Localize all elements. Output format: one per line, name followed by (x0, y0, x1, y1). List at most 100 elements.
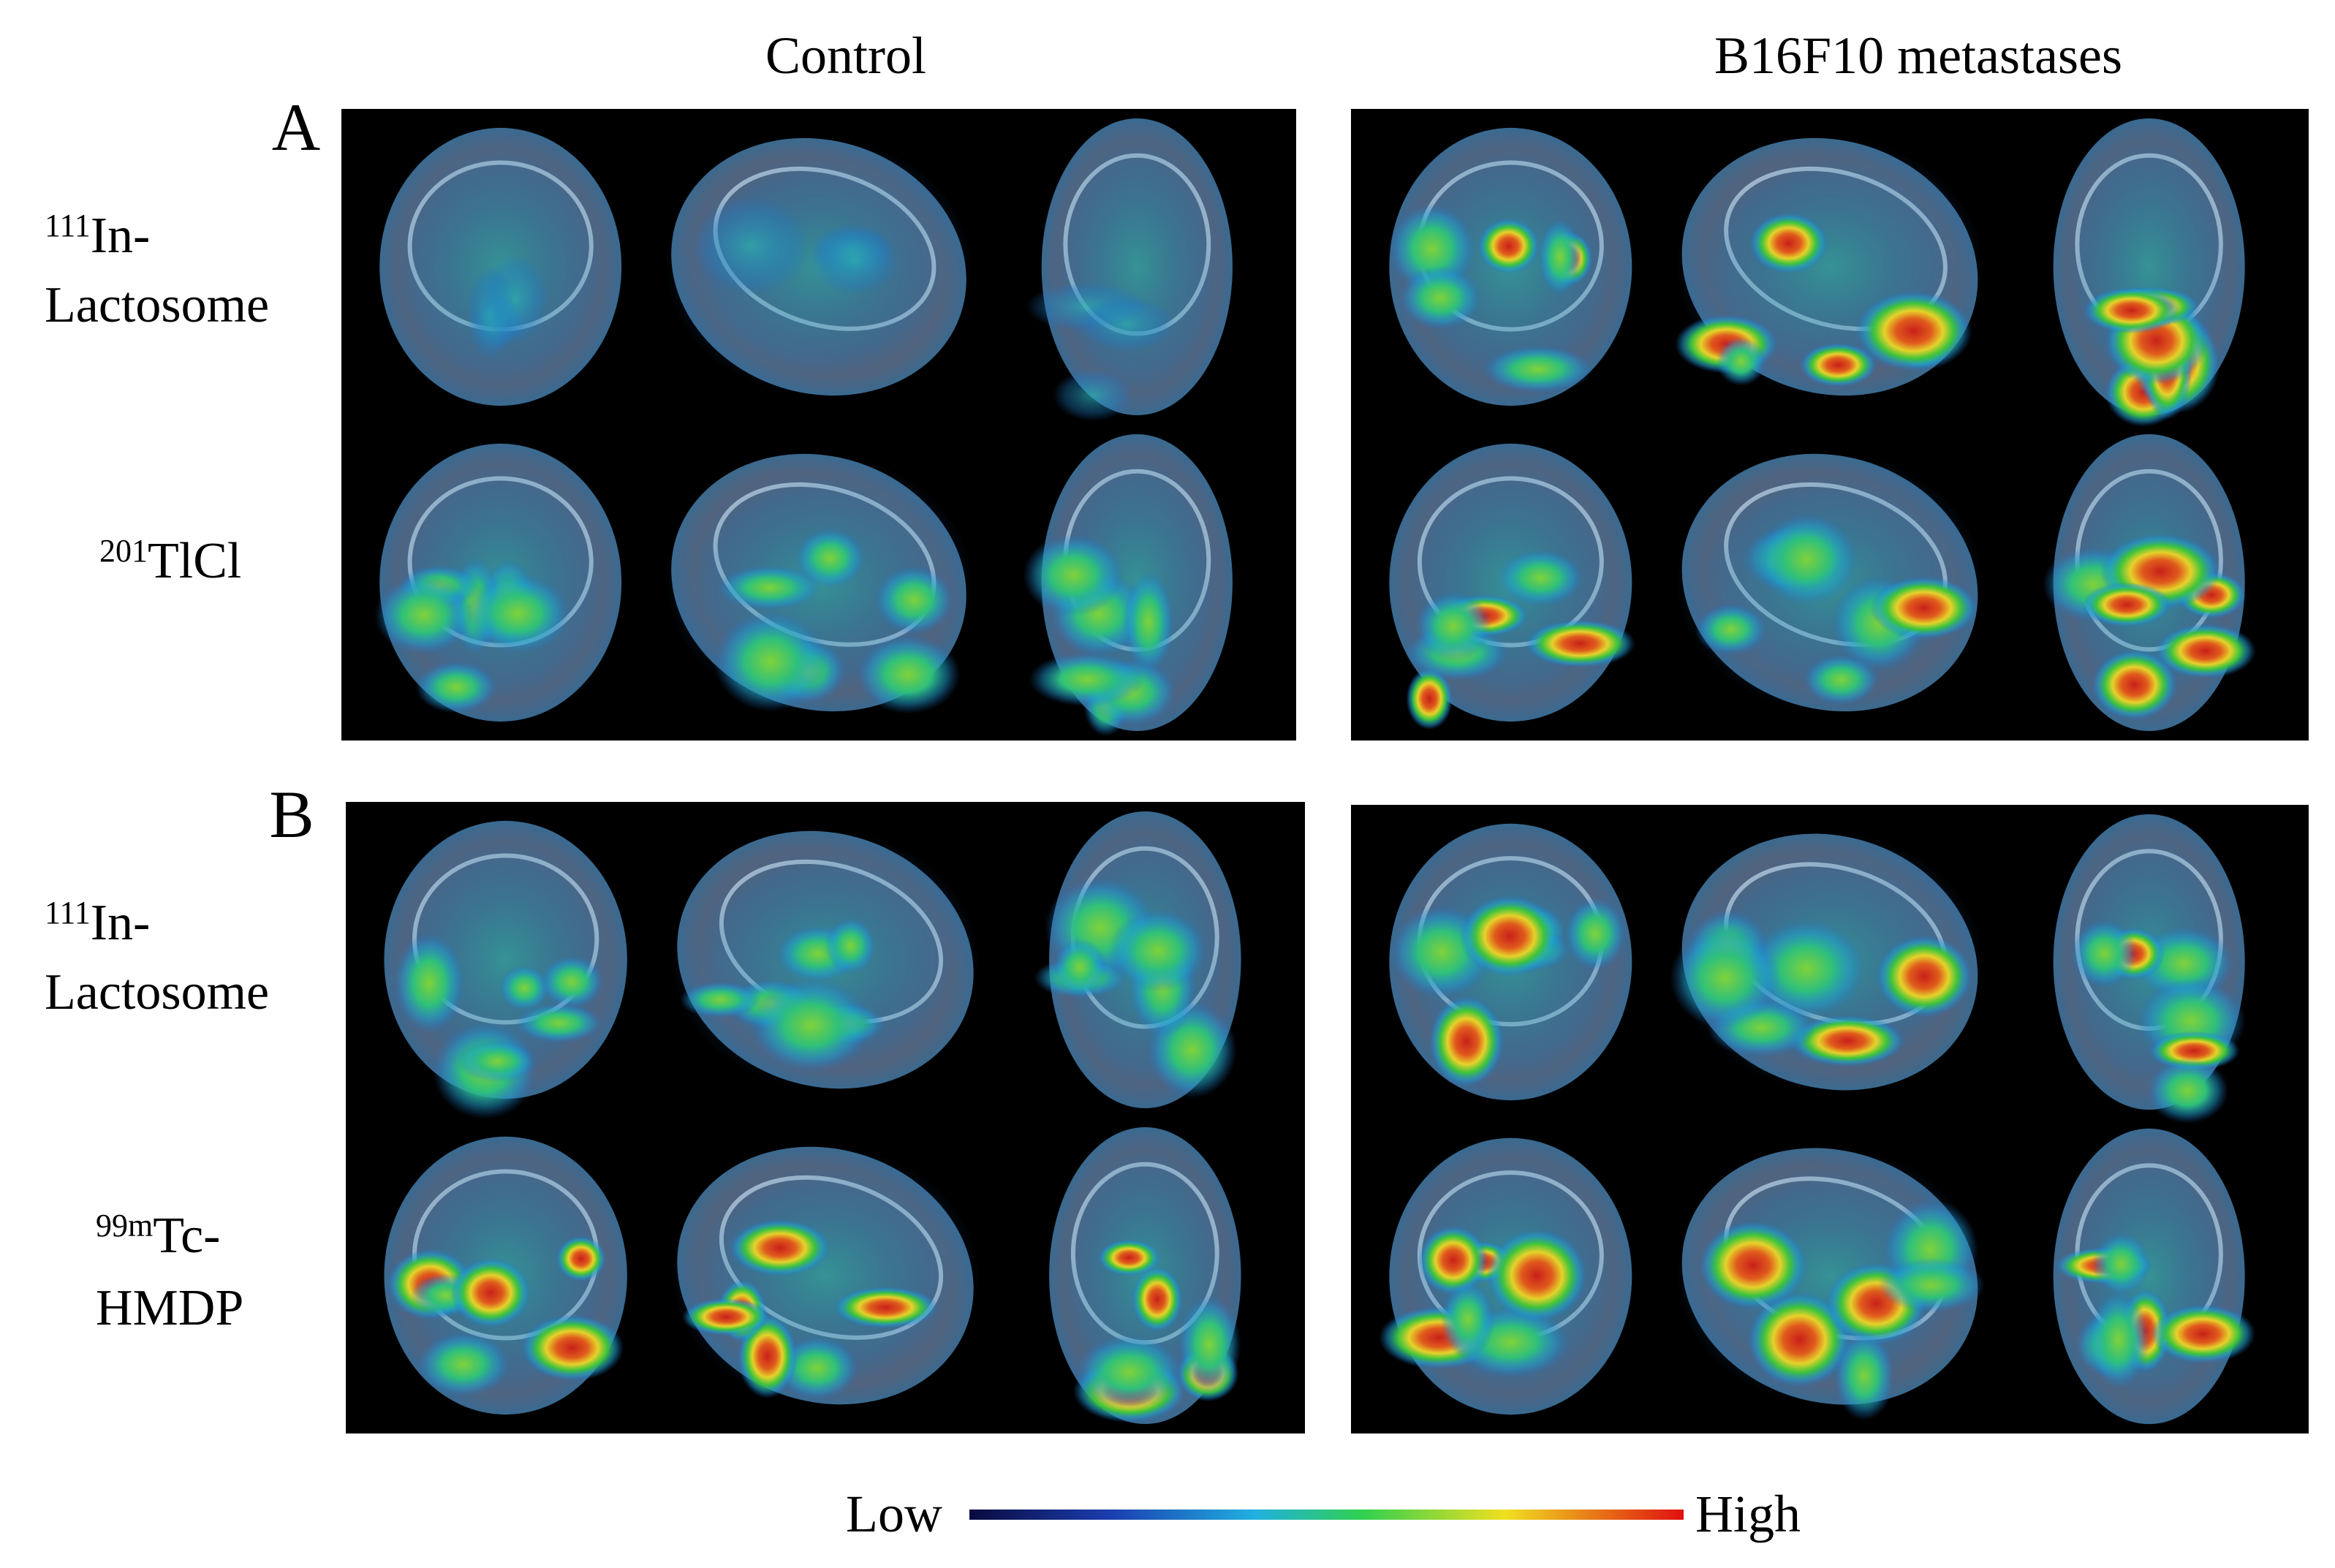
uptake (1029, 652, 1146, 707)
uptake (856, 635, 961, 714)
uptake (1695, 603, 1767, 656)
uptake (1869, 576, 1978, 640)
colorbar (969, 1510, 1684, 1520)
superscript: 99m (96, 1208, 153, 1243)
uptake (810, 227, 900, 295)
uptake (874, 565, 954, 635)
uptake (1716, 337, 1766, 386)
uptake (393, 932, 466, 1034)
uptake (374, 575, 474, 655)
row-label: HMDP (96, 1280, 243, 1336)
column-title: B16F10 metastases (1714, 26, 2122, 85)
uptake (2083, 287, 2180, 334)
row-label: 111In- (45, 208, 150, 264)
superscript: 111 (45, 208, 91, 243)
uptake (2081, 582, 2172, 627)
uptake (1855, 290, 1972, 372)
uptake (2071, 919, 2138, 988)
uptake (714, 611, 828, 712)
uptake (1131, 1266, 1183, 1333)
image-panels (341, 109, 2309, 1433)
uptake (1749, 212, 1828, 274)
uptake (679, 981, 761, 1018)
uptake (691, 195, 811, 297)
uptake (1877, 1257, 1986, 1313)
uptake (457, 1039, 537, 1083)
superscript: 111 (45, 895, 91, 931)
uptake (2146, 1058, 2229, 1124)
uptake (1524, 619, 1635, 668)
uptake (1459, 895, 1560, 977)
uptake (520, 1314, 624, 1382)
uptake (2154, 624, 2256, 679)
uptake (795, 528, 866, 588)
tracer: In- (91, 895, 151, 951)
uptake (1746, 1291, 1852, 1388)
panel-label: A (272, 90, 320, 164)
row-label: 201TlCl (99, 533, 241, 589)
superscript: 201 (99, 533, 148, 569)
uptake (1482, 345, 1594, 393)
uptake (415, 661, 498, 713)
uptake (499, 965, 550, 1011)
row-label: 111In- (45, 895, 150, 951)
uptake (1477, 218, 1540, 274)
uptake (1415, 591, 1492, 662)
panel-label: B (269, 777, 314, 852)
uptake (1875, 934, 1973, 1018)
uptake (1123, 571, 1174, 673)
uptake (2150, 1303, 2256, 1364)
uptake (728, 1219, 831, 1277)
uptake (1670, 927, 1781, 1029)
row-label: Lactosome (45, 277, 269, 333)
uptake (1075, 1335, 1184, 1409)
uptake (1077, 296, 1176, 352)
uptake (1440, 1280, 1495, 1359)
tracer: Tc- (153, 1208, 220, 1264)
uptake (682, 1298, 771, 1336)
uptake (1537, 218, 1582, 296)
uptake (556, 1235, 607, 1282)
uptake (540, 955, 604, 1009)
uptake (1406, 667, 1453, 730)
uptake (1023, 534, 1124, 617)
uptake (833, 1286, 939, 1329)
uptake (515, 1003, 603, 1043)
column-title: Control (765, 26, 926, 85)
uptake (1428, 995, 1505, 1088)
uptake (1789, 1015, 1905, 1067)
tracer: TlCl (148, 533, 241, 589)
uptake (416, 1332, 510, 1397)
uptake (1108, 909, 1208, 993)
uptake (1053, 938, 1107, 996)
uptake (825, 917, 877, 974)
uptake (1399, 265, 1482, 330)
uptake (717, 565, 822, 610)
uptake (1564, 896, 1627, 971)
colorbar-low: Low (846, 1485, 942, 1543)
uptake (1833, 1331, 1895, 1421)
uptake (1698, 1220, 1808, 1310)
uptake (2087, 1290, 2150, 1390)
uptake (1177, 1295, 1241, 1395)
uptake (1755, 512, 1858, 606)
uptake (450, 1257, 531, 1328)
uptake (1497, 549, 1584, 607)
row-label: Lactosome (45, 964, 269, 1020)
tracer: In- (91, 208, 151, 264)
uptake (1486, 1228, 1588, 1323)
uptake-halo (1040, 115, 1235, 419)
colorbar-high: High (1695, 1485, 1801, 1543)
row-label: 99mTc- (96, 1208, 221, 1264)
uptake (750, 978, 872, 1072)
uptake (1097, 1239, 1161, 1276)
uptake (1799, 342, 1877, 387)
uptake (482, 254, 550, 344)
uptake (1418, 1225, 1488, 1296)
uptake (465, 573, 571, 654)
uptake (2092, 1232, 2151, 1295)
uptake (1053, 368, 1133, 421)
uptake (1803, 654, 1880, 706)
uptake (2091, 649, 2178, 721)
